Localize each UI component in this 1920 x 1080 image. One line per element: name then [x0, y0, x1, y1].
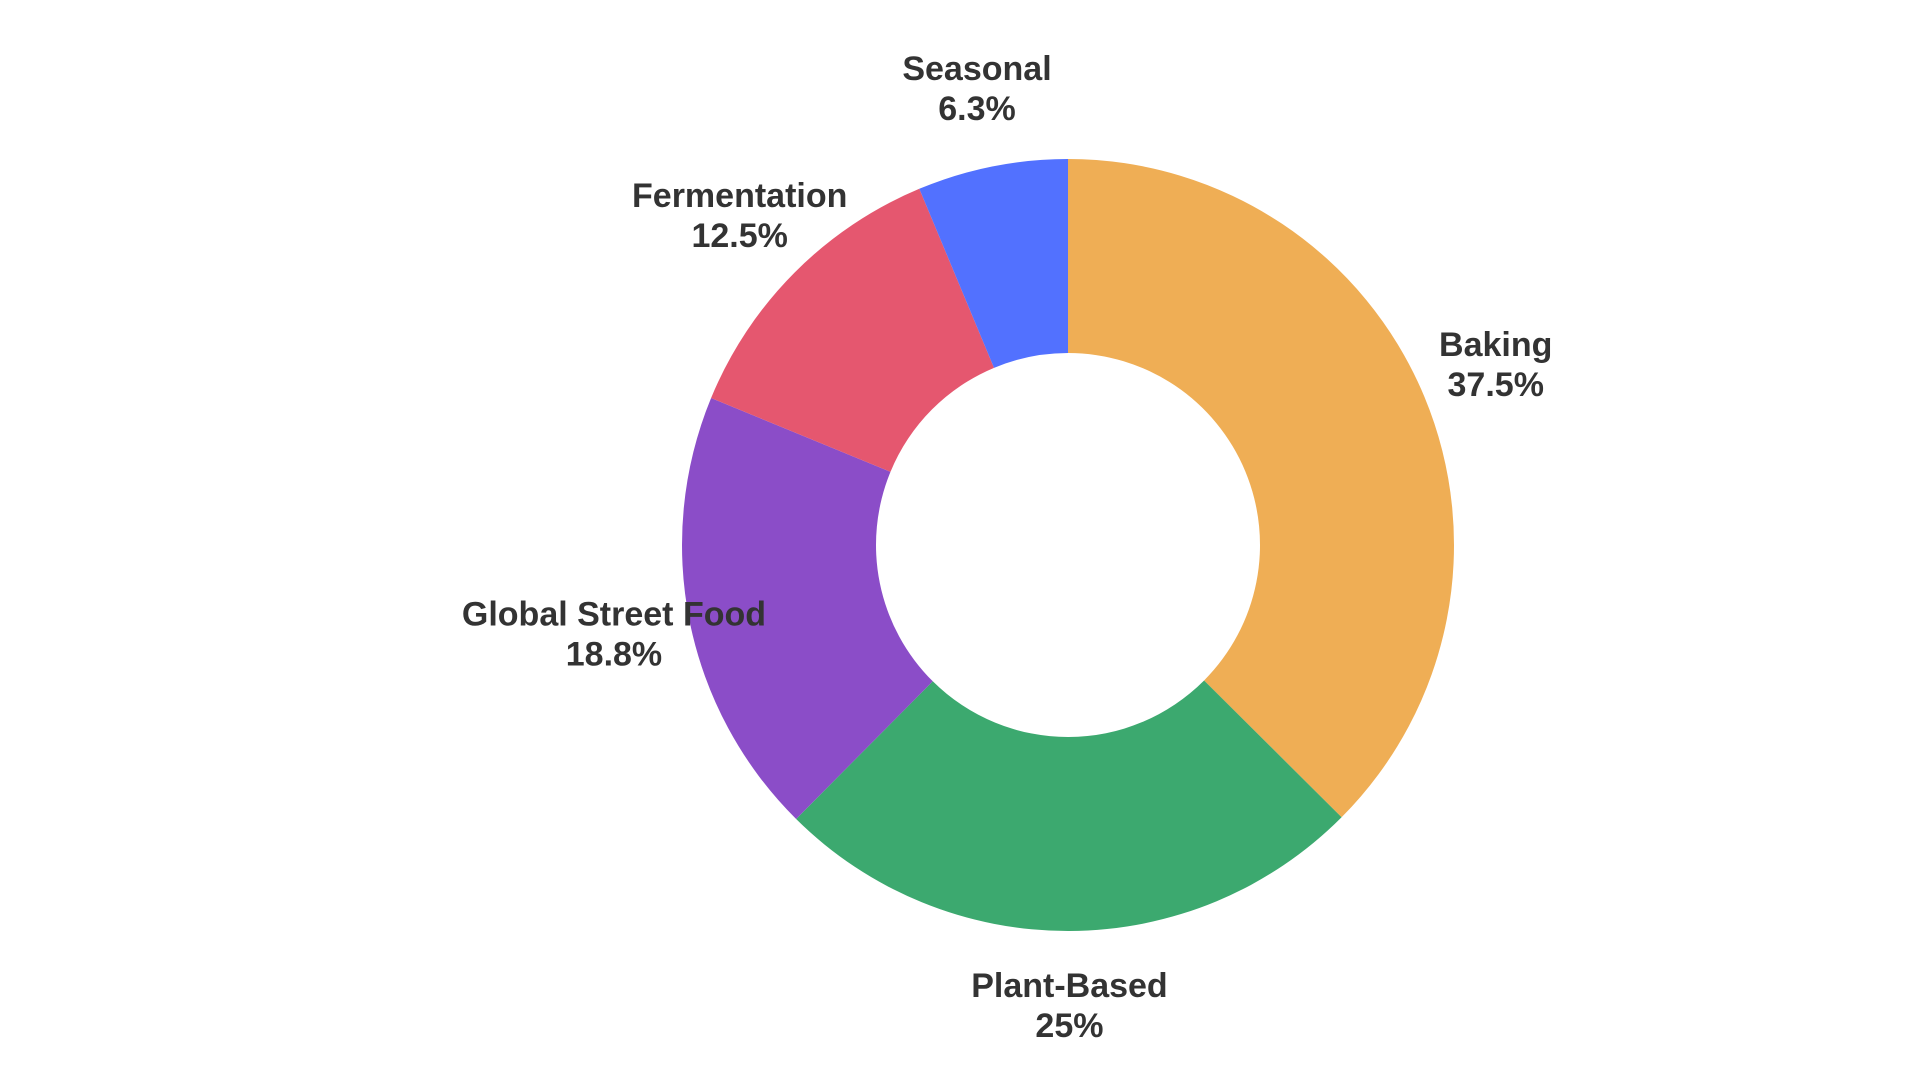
donut-slice — [1068, 159, 1454, 818]
slice-label: Plant-Based — [971, 967, 1168, 1005]
slice-value-label: 25% — [1035, 1007, 1103, 1045]
slice-value-label: 18.8% — [566, 636, 662, 674]
slice-label: Baking — [1439, 326, 1552, 364]
slice-label: Global Street Food — [462, 596, 766, 634]
donut-slice — [682, 397, 933, 820]
slice-value-label: 6.3% — [938, 90, 1016, 128]
slice-label: Seasonal — [902, 50, 1051, 88]
slice-label: Fermentation — [632, 177, 847, 215]
donut-slice — [919, 159, 1068, 368]
donut-slice — [711, 188, 995, 472]
slice-value-label: 37.5% — [1448, 366, 1544, 404]
donut-slice — [796, 680, 1342, 932]
slice-value-label: 12.5% — [691, 217, 787, 255]
